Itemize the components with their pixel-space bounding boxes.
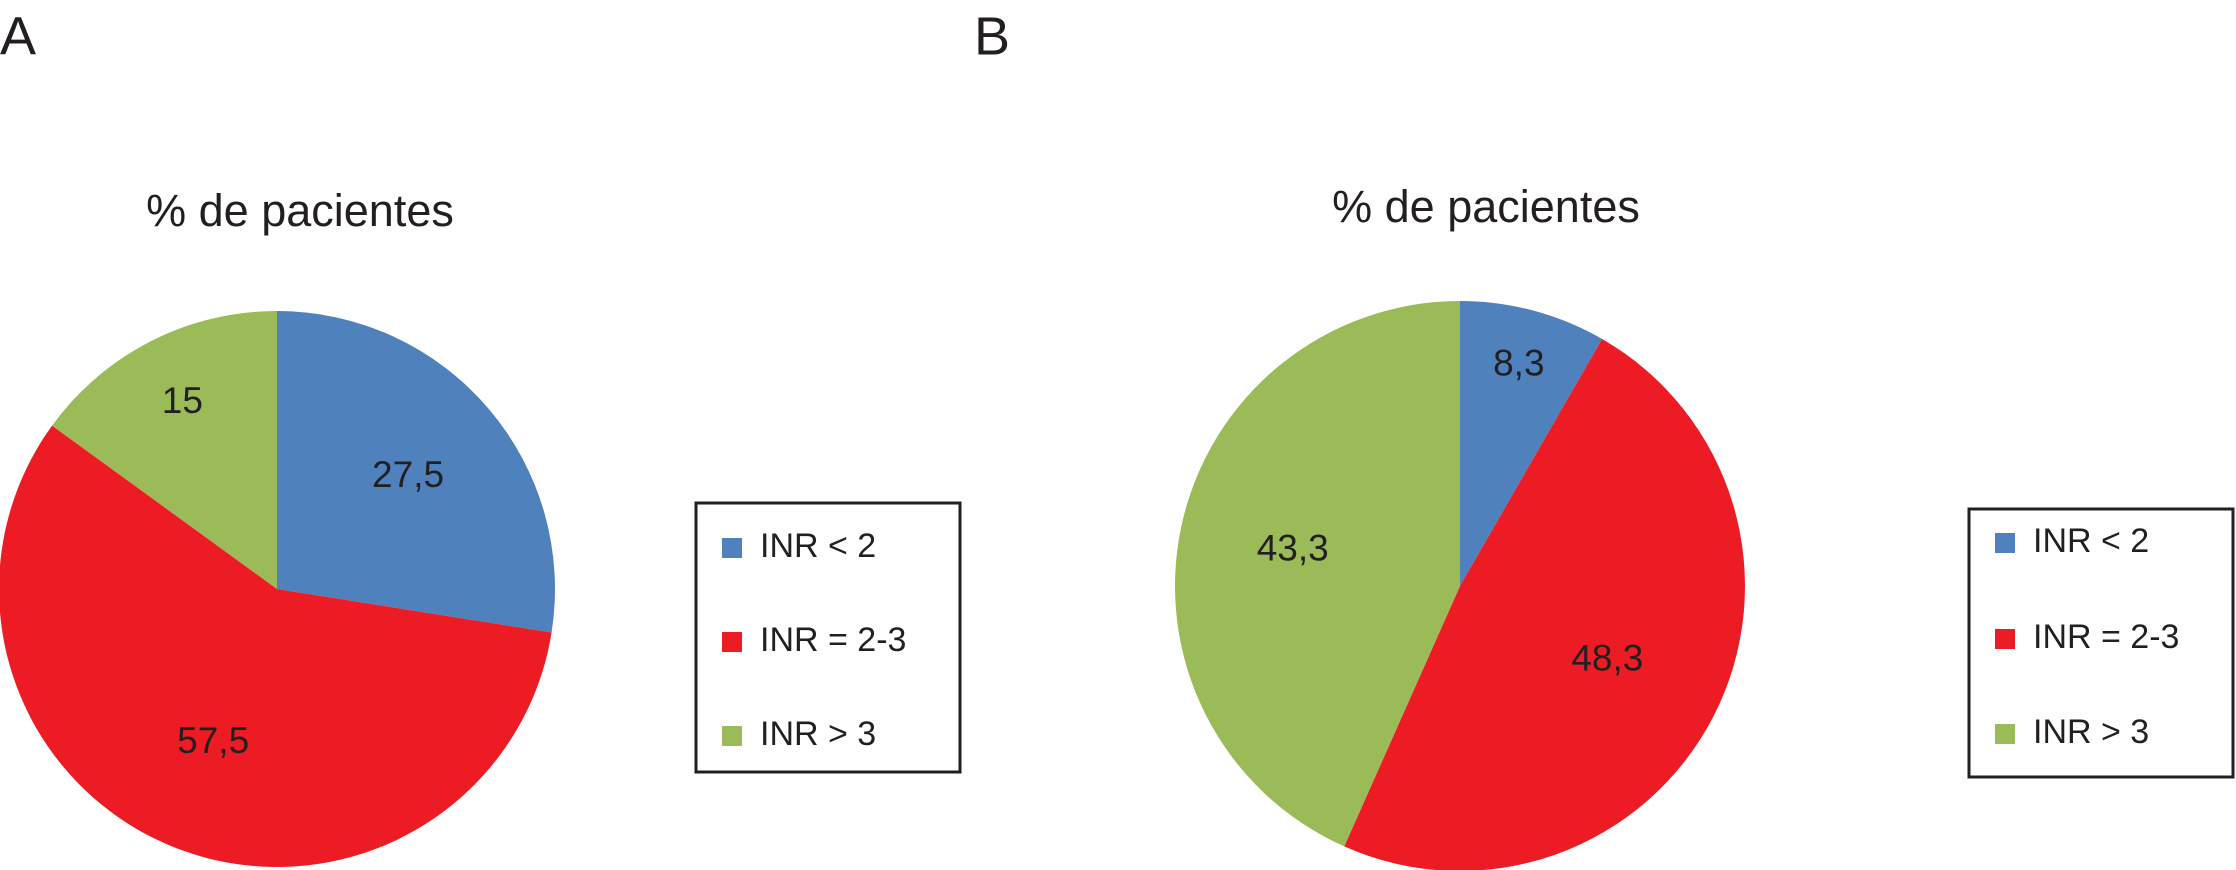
- data-label: 57,5: [177, 720, 249, 761]
- legend-swatch: [1995, 533, 2015, 553]
- chart-title: % de pacientes: [1332, 181, 1640, 232]
- data-label: 15: [162, 380, 203, 421]
- legend-label: INR = 2-3: [2033, 618, 2179, 656]
- legend-label: INR = 2-3: [760, 621, 906, 659]
- pie-slice: [1460, 301, 1603, 586]
- chart-title: % de pacientes: [146, 185, 454, 236]
- data-label: 27,5: [372, 454, 444, 495]
- legend-label: INR < 2: [760, 527, 876, 565]
- pie-slice: [0, 425, 552, 867]
- legend-swatch: [722, 538, 742, 558]
- legend-swatch: [1995, 724, 2015, 744]
- panel-label: B: [974, 6, 1010, 66]
- pie-slice: [1344, 338, 1745, 870]
- legend-swatch: [722, 726, 742, 746]
- legend-swatch: [1995, 629, 2015, 649]
- legend-swatch: [722, 632, 742, 652]
- data-label: 8,3: [1493, 343, 1544, 384]
- data-label: 43,3: [1257, 527, 1329, 568]
- pie-slice: [277, 311, 555, 633]
- panel-label: A: [0, 6, 36, 66]
- legend-label: INR < 2: [2033, 522, 2149, 560]
- legend-box: [1967, 507, 2235, 779]
- pie-slice: [52, 311, 277, 589]
- data-label: 48,3: [1571, 638, 1643, 679]
- legend-label: INR > 3: [2033, 713, 2149, 751]
- legend-label: INR > 3: [760, 715, 876, 753]
- legend-box: [694, 501, 962, 774]
- pie-slice: [1175, 301, 1460, 847]
